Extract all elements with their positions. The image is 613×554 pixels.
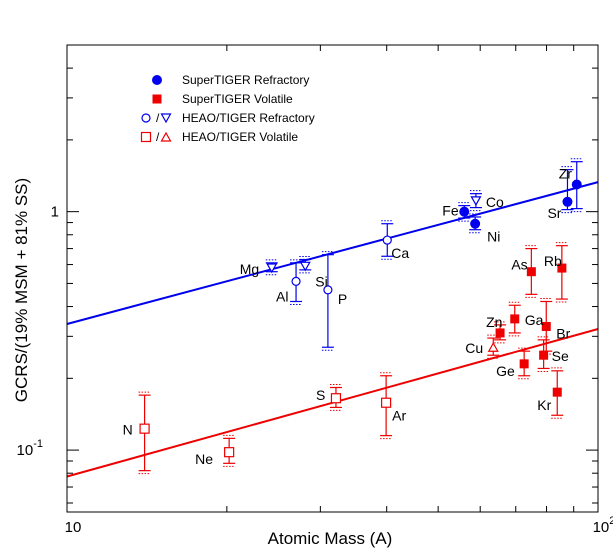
point-label-s: S [316,387,325,403]
marker-p [323,285,333,295]
point-label-ge: Ge [496,363,515,379]
point-label-br: Br [556,325,570,341]
legend-symbol-circle [141,113,151,123]
legend-label: HEAO/TIGER Volatile [182,130,298,144]
marker-ga [510,314,520,324]
legend-label: SuperTIGER Refractory [182,73,309,87]
point-label-kr: Kr [537,397,551,413]
plot-frame-border [66,44,599,513]
legend-symbol [152,94,162,104]
marker-ar [381,397,392,408]
point-label-se: Se [552,348,569,364]
data-markers [139,179,582,458]
legend-entry-2: SuperTIGER Volatile [152,92,293,106]
point-label-ca: Ca [391,245,409,261]
point-label-ar: Ar [392,408,406,424]
legend-label: HEAO/TIGER Refractory [182,111,315,125]
marker-mg [266,263,278,274]
marker-fe [459,206,470,217]
legend-symbol-triangle [160,131,172,142]
point-label-ni: Ni [487,229,500,245]
marker-s [330,393,342,404]
marker-zn [495,328,505,338]
point-label-mg: Mg [240,261,259,277]
marker-n [139,423,150,434]
y-axis-label: GCRS/(19% MSM + 81% SS) [12,178,31,402]
legend-entry-4: / HEAO/TIGER Volatile [140,130,298,144]
legend-entry-1: SuperTIGER Refractory [152,73,309,87]
point-label-ga: Ga [525,312,544,328]
legend-separator: / [156,130,160,144]
legend-symbol-square [140,131,152,143]
legend-entry-3: / HEAO/TIGER Refractory [141,111,315,125]
marker-as [526,267,536,277]
legend-symbol-triangle [160,113,172,124]
marker-sr [562,196,573,207]
point-label-p: P [338,291,347,307]
point-label-co: Co [486,194,504,210]
legend-label: SuperTIGER Volatile [182,92,293,106]
fit-line-refractory [66,181,599,325]
point-label-al: Al [276,288,288,304]
plot-frame [66,44,599,513]
error-bar-cu [487,334,500,359]
x-tick-label-10: 10 [65,519,82,536]
point-label-rb: Rb [544,253,562,269]
error-bar-ne [223,434,236,467]
point-label-zn: Zn [486,314,502,330]
marker-se [539,350,549,360]
point-label-fe: Fe [442,203,459,219]
marker-si [299,261,311,272]
marker-rb [557,263,567,273]
marker-co [470,196,482,207]
legend-separator: / [156,111,160,125]
marker-br [541,321,551,331]
y-tick-label-1: 1 [51,204,59,221]
point-label-cu: Cu [465,340,483,356]
marker-al [291,276,301,286]
point-label-ne: Ne [195,451,213,467]
x-tick-label-100: 102 [593,515,613,536]
axis-ticks [66,44,599,512]
marker-ge [519,359,529,369]
point-label-as: As [511,257,527,273]
point-labels: Fe Ni Sr Zr Zn Ga Ge As Se Br Kr Rb Mg Al Si P Ca Co N Ne S A… [123,165,573,467]
legend: SuperTIGER Refractory SuperTIGER Volatile… [140,73,315,144]
point-label-sr: Sr [547,205,561,221]
marker-ca [382,235,392,245]
marker-kr [552,387,562,397]
x-axis-label: Atomic Mass (A) [268,529,393,548]
point-label-zr: Zr [559,165,573,181]
point-label-n: N [123,422,133,438]
error-bar-p [321,251,334,351]
marker-zr [571,179,582,190]
point-label-si: Si [315,273,327,289]
marker-ni [470,218,481,229]
legend-symbol [152,75,162,85]
marker-ne [224,447,235,458]
marker-cu [487,342,499,352]
